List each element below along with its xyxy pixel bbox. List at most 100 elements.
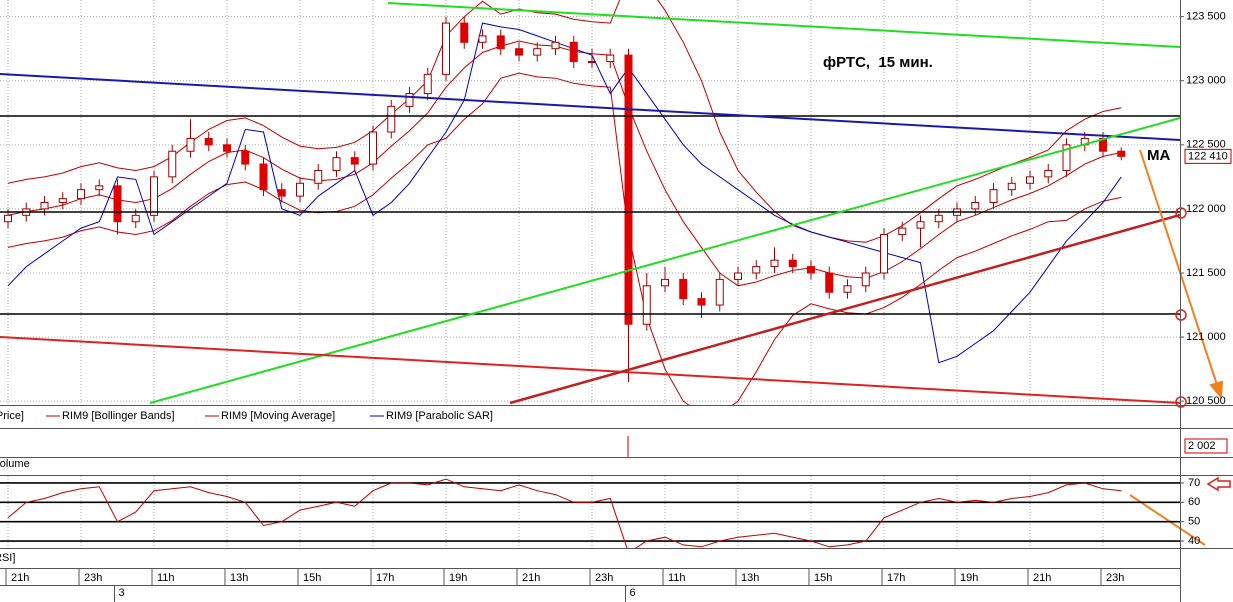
x-tick-label: 13h [741, 572, 759, 584]
candle-body [95, 185, 104, 191]
y-tick-label: 122 500 [1186, 139, 1226, 151]
legend-label: RIM9 [Parabolic SAR] [386, 410, 493, 422]
candle-body [679, 278, 688, 300]
candle-body [642, 285, 651, 325]
candle-body [478, 35, 487, 43]
arrow-line [1129, 494, 1206, 546]
axes: 120 500 121 000 121 500 122 000 122 500 123 0… [5, 11, 1232, 602]
x-tick-label: 21h [522, 572, 540, 584]
x-tick-label: 17h [376, 572, 394, 584]
hollow-arrow [1206, 476, 1231, 492]
last-value-label: 2 002 [1188, 440, 1216, 452]
candle-body [496, 35, 505, 50]
candle-body [770, 259, 779, 268]
price-overlays [7, 0, 1122, 405]
value-box [1184, 148, 1232, 164]
candle-body [934, 214, 943, 223]
candle-body [715, 278, 724, 306]
candle-body [314, 169, 323, 184]
x-tick-label: 19h [960, 572, 978, 584]
candle-body [77, 189, 85, 200]
candle-body [533, 48, 542, 56]
y-tick-label: 60 [1188, 496, 1200, 508]
candle-body [350, 157, 359, 165]
candle-body [460, 22, 469, 43]
candle-body [825, 272, 834, 293]
x-tick-label: 11h [668, 572, 686, 584]
trend-lines [0, 2, 1180, 405]
panel-title: Volume [0, 458, 30, 470]
legend-label: RIM9 [Moving Average] [221, 410, 335, 422]
candle-body [1117, 150, 1126, 157]
candle-body [551, 41, 560, 50]
candle-body [624, 54, 633, 325]
candle-body [150, 176, 158, 216]
candle-body [1062, 144, 1071, 171]
trend-line [0, 73, 1180, 141]
candle-body [296, 182, 304, 197]
y-tick-label: 123 500 [1186, 11, 1226, 23]
candle-body [788, 259, 797, 268]
candle-body [697, 298, 706, 306]
overlay-line [7, 72, 1122, 405]
y-tick-label: 122 000 [1186, 203, 1226, 215]
y-tick-label: 121 500 [1186, 267, 1226, 279]
candle-body [971, 202, 980, 210]
day-label: 3 [119, 587, 125, 599]
candle-body [4, 214, 12, 223]
candle-body [405, 93, 414, 107]
candle-body [989, 189, 998, 204]
candle-body [204, 137, 213, 146]
candle-body [898, 227, 907, 236]
candle-body [515, 48, 523, 56]
y-tick-label: 50 [1188, 516, 1200, 528]
candle-body [113, 185, 122, 223]
arrow-head [1209, 380, 1224, 400]
candle-body [442, 22, 450, 75]
candle-body [332, 157, 341, 171]
candle-body [131, 214, 140, 223]
trend-line [387, 2, 1180, 48]
annotation: фРТС, 15 мин. [823, 54, 933, 71]
candle-body [387, 105, 396, 133]
candle-body [606, 54, 615, 63]
candle-body [734, 272, 742, 280]
legend-label: Price] [0, 410, 24, 422]
x-tick-label: 15h [814, 572, 832, 584]
panel-title: RSI] [0, 552, 15, 564]
overlay-line [7, 40, 1122, 287]
candle-body [241, 150, 250, 165]
arrow-line [1139, 149, 1219, 389]
y-tick-label: 40 [1188, 535, 1200, 547]
candle-body [223, 144, 231, 152]
legend: RIM9 [Bollinger Bands] RIM9 [Moving Avera… [46, 410, 493, 422]
legend-label: RIM9 [Bollinger Bands] [62, 410, 175, 422]
x-tick-label: 21h [11, 572, 29, 584]
candle-body [661, 278, 669, 287]
candle-body [40, 202, 49, 210]
candle-body [861, 272, 870, 287]
value-box [1184, 438, 1228, 454]
candle-body [916, 221, 925, 229]
last-value-label: 122 410 [1188, 150, 1228, 162]
candle-body [369, 131, 377, 165]
x-tick-label: 23h [595, 572, 613, 584]
candle-body [843, 285, 852, 293]
x-tick-label: 17h [887, 572, 905, 584]
candle-body [569, 41, 578, 63]
x-tick-label: 23h [1106, 572, 1124, 584]
rsi-panel [0, 476, 1180, 548]
x-tick-label: 13h [230, 572, 248, 584]
candle-body [880, 234, 888, 274]
candle-body [58, 198, 67, 203]
candle-body [588, 61, 596, 64]
candle-body [186, 137, 195, 152]
annotation: МА [1147, 147, 1170, 164]
y-tick-label: 120 500 [1186, 395, 1226, 407]
y-tick-label: 123 000 [1186, 75, 1226, 87]
candle-body [259, 163, 268, 191]
y-tick-label: 121 000 [1186, 331, 1226, 343]
